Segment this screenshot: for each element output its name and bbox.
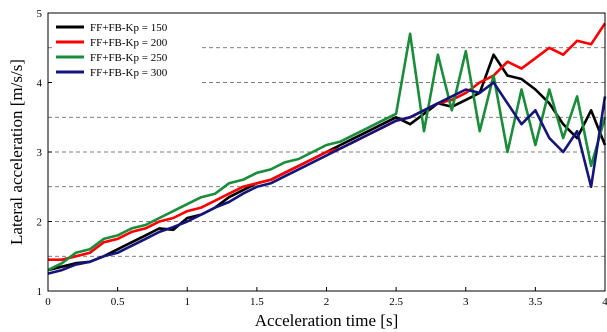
legend: FF+FB-Kp = 150 FF+FB-Kp = 200 FF+FB-Kp = 2…: [52, 16, 202, 86]
y-tick-label: 5: [37, 8, 43, 20]
series-line-4: [47, 81, 607, 275]
y-axis-title: Lateral acceleration [m/s/s]: [7, 59, 26, 245]
x-tick-label: 3: [463, 296, 469, 308]
y-tick-label: 4: [37, 78, 43, 90]
legend-label: FF+FB-Kp = 300: [90, 67, 168, 79]
legend-label: FF+FB-Kp = 250: [90, 52, 168, 64]
x-tick-label: 1.5: [250, 296, 264, 308]
y-tick-label: 1: [37, 286, 43, 298]
x-tick-label: 0: [45, 296, 51, 308]
y-tick-label: 2: [37, 217, 43, 229]
x-tick-label: 1: [185, 296, 191, 308]
legend-label: FF+FB-Kp = 150: [90, 22, 168, 34]
x-tick-label: 3.5: [529, 296, 543, 308]
series-line-1: [47, 53, 607, 272]
series-lines: [47, 22, 607, 275]
axis-ticks: 0 0.5 1 1.5 2 2.5 3 3.5 4 1 2 3 4 5: [37, 8, 607, 308]
x-tick-label: 4: [602, 296, 607, 308]
series-line-2: [48, 22, 607, 262]
x-tick-label: 0.5: [111, 296, 125, 308]
y-tick-label: 3: [37, 147, 43, 159]
series-line-3: [47, 32, 607, 272]
x-tick-label: 2: [324, 296, 330, 308]
x-tick-label: 2.5: [389, 296, 403, 308]
legend-label: FF+FB-Kp = 200: [90, 37, 168, 49]
x-axis-title: Acceleration time [s]: [255, 311, 399, 330]
